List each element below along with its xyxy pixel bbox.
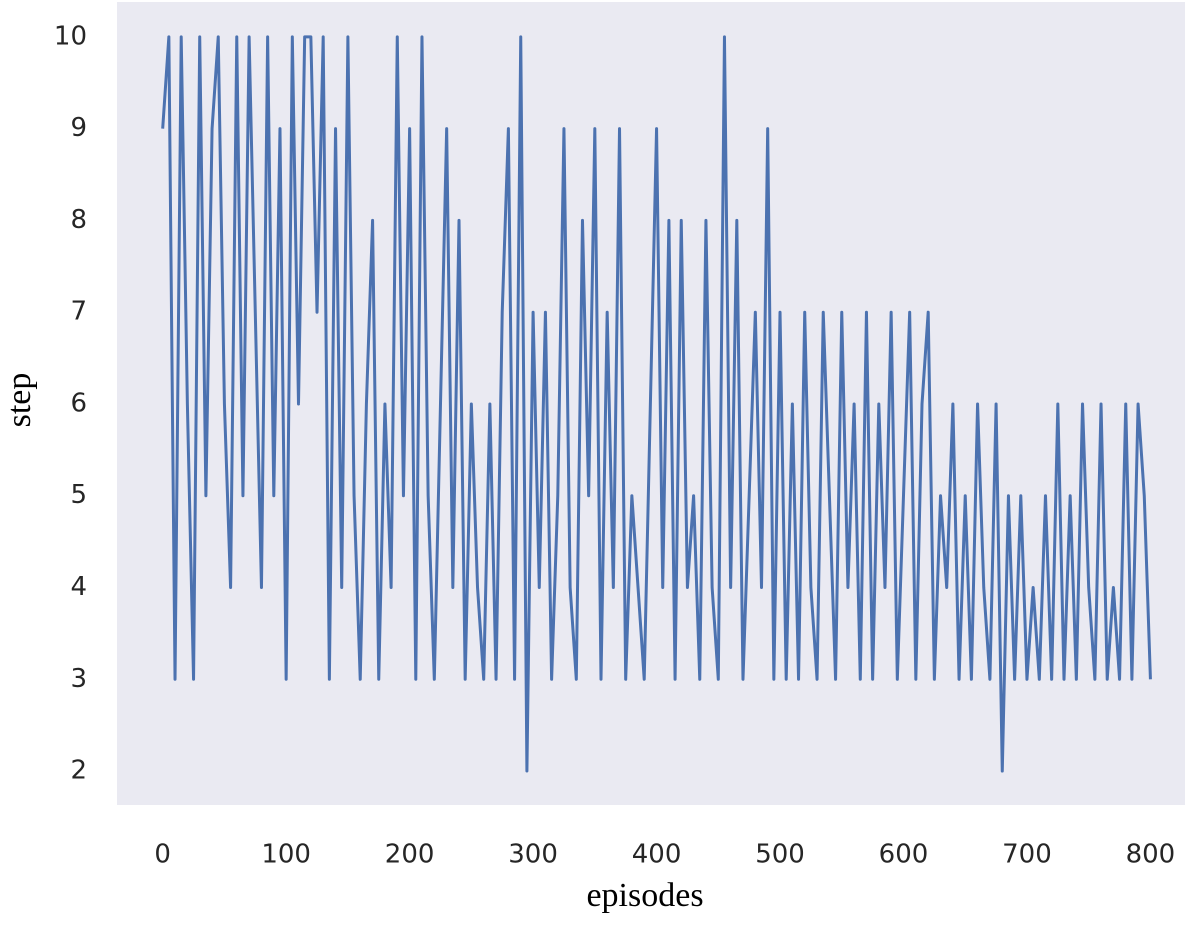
y-tick-label: 6	[70, 388, 87, 418]
x-tick-label: 700	[1002, 840, 1052, 870]
x-tick-label: 600	[879, 840, 929, 870]
x-tick-label: 500	[755, 840, 805, 870]
y-tick-label: 3	[70, 664, 87, 694]
x-tick-label: 200	[385, 840, 435, 870]
y-tick-label: 8	[70, 205, 87, 235]
y-tick-label: 7	[70, 297, 87, 327]
y-axis-label: step	[1, 373, 38, 428]
x-tick-label: 800	[1126, 840, 1176, 870]
y-tick-label: 5	[70, 480, 87, 510]
x-tick-label: 300	[508, 840, 558, 870]
x-axis-label: episodes	[586, 877, 703, 914]
y-tick-label: 2	[70, 756, 87, 786]
x-tick-label: 0	[154, 840, 171, 870]
y-tick-label: 10	[54, 21, 87, 51]
x-tick-label: 400	[632, 840, 682, 870]
data-line	[161, 35, 1152, 773]
x-tick-label: 100	[261, 840, 311, 870]
y-tick-label: 9	[70, 113, 87, 143]
y-tick-label: 4	[70, 572, 87, 602]
